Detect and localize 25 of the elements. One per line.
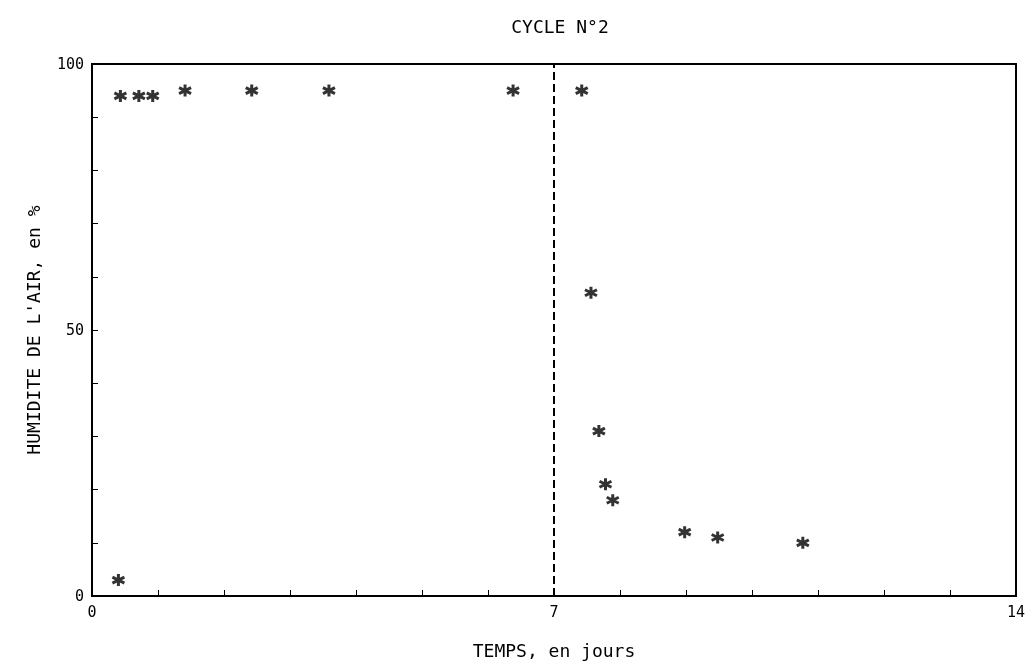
point: [574, 83, 590, 99]
point: [583, 285, 599, 301]
point: [597, 476, 613, 492]
point: [110, 572, 126, 588]
point: [677, 524, 693, 540]
point: [177, 83, 193, 99]
y-tick-label: 50: [65, 321, 84, 339]
y-tick-label: 100: [56, 55, 84, 73]
chart-title: CYCLE N°2: [511, 15, 609, 37]
point: [131, 88, 147, 104]
y-tick-label: 0: [74, 587, 84, 605]
x-axis-title: TEMPS, en jours: [472, 639, 636, 661]
x-tick-label: 0: [87, 602, 97, 621]
x-tick-label: 14: [1006, 602, 1026, 621]
point: [710, 529, 726, 545]
point: [591, 423, 607, 439]
point: [145, 88, 161, 104]
point: [321, 83, 337, 99]
point: [795, 535, 811, 551]
point: [112, 88, 128, 104]
point: [505, 83, 521, 99]
point: [244, 83, 260, 99]
x-tick-label: 7: [549, 602, 559, 621]
y-axis-title: HUMIDITE DE L'AIR, en %: [22, 205, 44, 455]
point: [605, 492, 621, 508]
